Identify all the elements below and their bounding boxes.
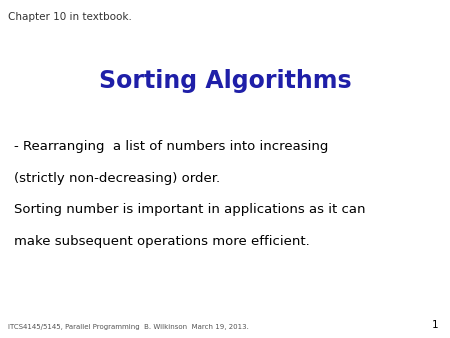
Text: ITCS4145/5145, Parallel Programming  B. Wilkinson  March 19, 2013.: ITCS4145/5145, Parallel Programming B. W… <box>8 323 249 330</box>
Text: - Rearranging  a list of numbers into increasing: - Rearranging a list of numbers into inc… <box>14 140 328 153</box>
Text: make subsequent operations more efficient.: make subsequent operations more efficien… <box>14 235 309 248</box>
Text: Sorting Algorithms: Sorting Algorithms <box>99 69 351 93</box>
Text: Sorting number is important in applications as it can: Sorting number is important in applicati… <box>14 203 365 216</box>
Text: 1: 1 <box>432 319 439 330</box>
Text: (strictly non-decreasing) order.: (strictly non-decreasing) order. <box>14 172 220 185</box>
Text: Chapter 10 in textbook.: Chapter 10 in textbook. <box>8 12 132 22</box>
